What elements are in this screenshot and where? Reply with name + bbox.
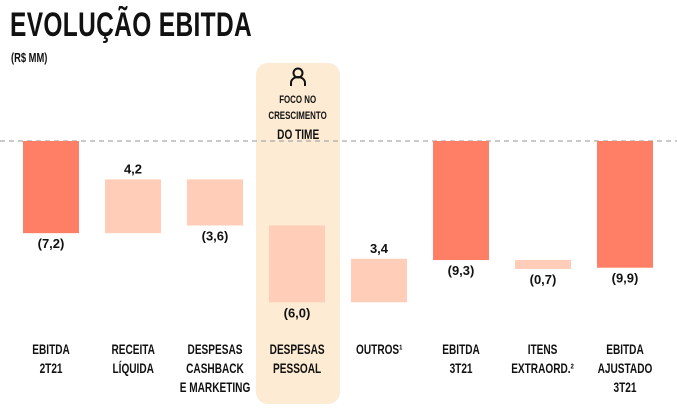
category-label-3: DESPESAS PESSOAL: [269, 341, 325, 376]
category-label-5: EBITDA 3T21: [442, 341, 480, 376]
highlight-line2: CRESCIMENTO: [268, 110, 328, 122]
bar-7: [597, 141, 653, 268]
category-label-2: DESPESAS CASHBACK E MARKETING: [179, 341, 251, 395]
highlight-line3: DO TIME: [276, 126, 320, 142]
person-icon: [290, 67, 306, 86]
unit-label: (R$ MM): [11, 50, 48, 65]
bar-0: [23, 141, 79, 234]
data-label-6: (0,7): [530, 272, 557, 287]
data-label-2: (3,6): [202, 228, 229, 243]
data-label-0: (7,2): [38, 236, 65, 251]
category-label-7: EBITDA AJUSTADO 3T21: [597, 341, 653, 395]
data-label-5: (9,3): [448, 263, 475, 278]
category-label-0: EBITDA 2T21: [32, 341, 70, 376]
bar-1: [105, 179, 161, 234]
bar-3: [269, 225, 325, 303]
data-label-7: (9,9): [612, 271, 639, 286]
bar-6: [515, 260, 571, 269]
bar-5: [433, 141, 489, 261]
data-label-3: (6,0): [284, 305, 311, 320]
category-label-1: RECEITA LÍQUIDA: [111, 341, 155, 376]
category-label-6: ITENS EXTRAORD.²: [511, 341, 575, 376]
highlight-text: FOCO NO CRESCIMENTO DO TIME: [256, 92, 340, 142]
bar-4: [351, 258, 407, 303]
highlight-line1: FOCO NO: [279, 94, 317, 106]
data-label-4: 3,4: [370, 241, 389, 256]
page-title: EVOLUÇÃO EBITDA: [10, 6, 253, 44]
data-label-1: 4,2: [124, 161, 142, 176]
category-label-4: OUTROS¹: [355, 341, 403, 357]
bar-2: [187, 179, 243, 226]
